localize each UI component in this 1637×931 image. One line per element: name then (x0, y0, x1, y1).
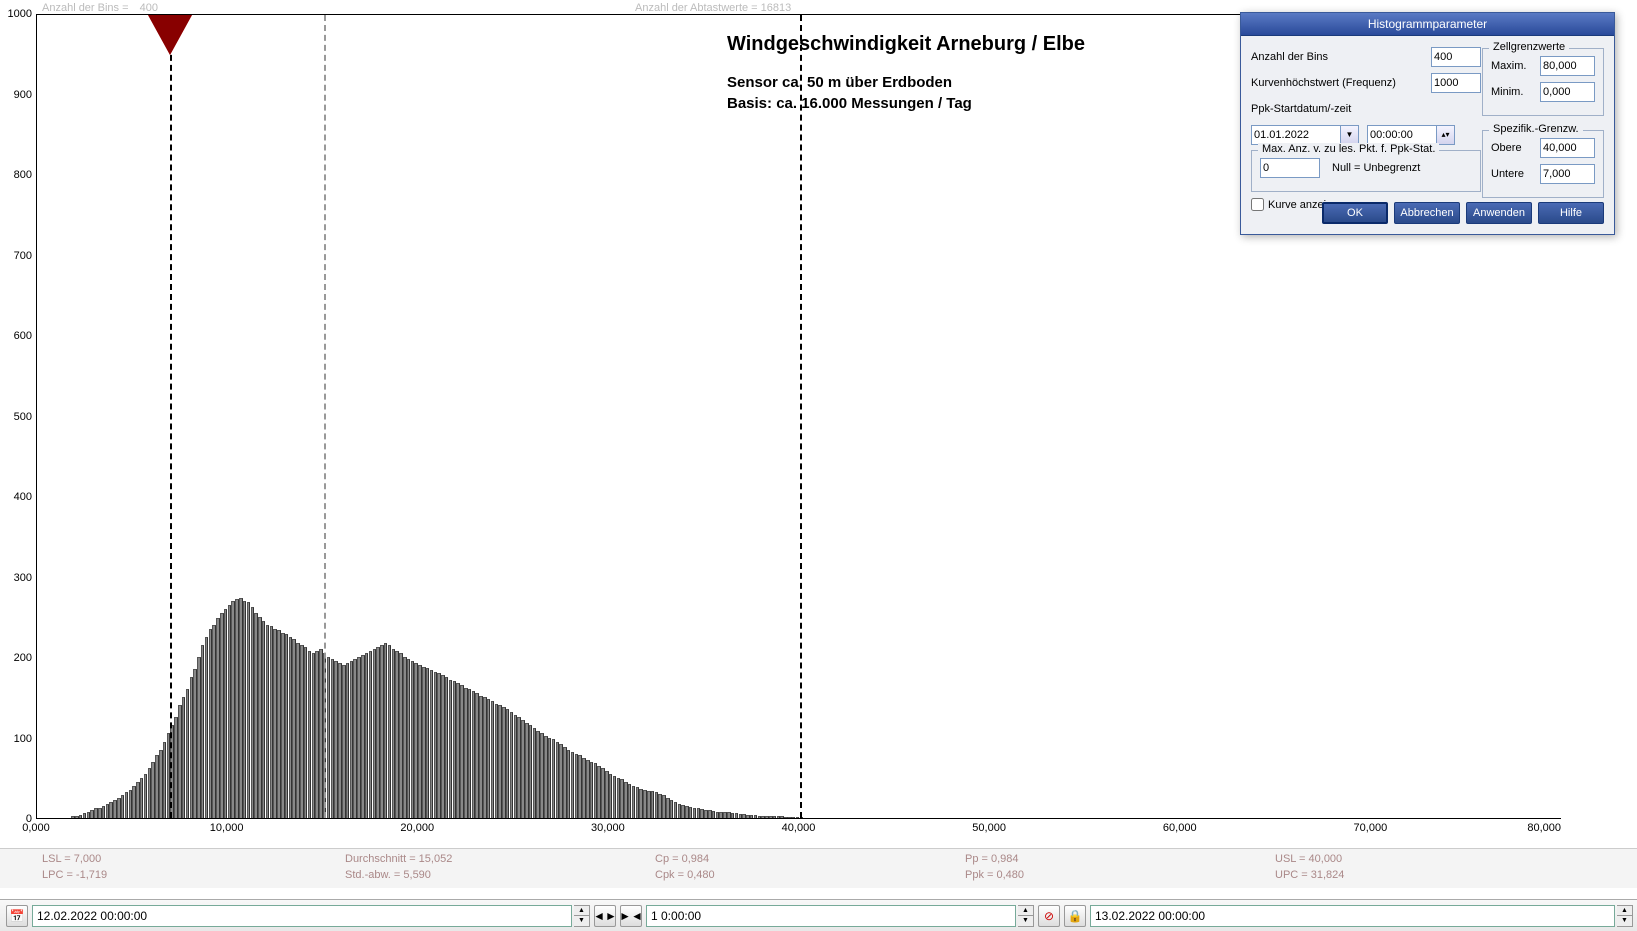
stat-pp: Pp = 0,984 (965, 853, 1019, 865)
x-tick-label: 20,000 (400, 822, 434, 834)
dropdown-icon[interactable]: ▼ (1341, 125, 1359, 145)
start-time-spinner[interactable]: ▲▼ (574, 905, 590, 927)
y-tick-label: 300 (14, 572, 32, 584)
duration-value: 1 0:00:00 (651, 909, 701, 923)
y-tick-label: 200 (14, 652, 32, 664)
y-tick-label: 500 (14, 411, 32, 423)
bins-info-value: 400 (140, 2, 158, 14)
histogram-params-dialog: Histogrammparameter Anzahl der Bins Kurv… (1240, 12, 1615, 235)
time-spinner-icon[interactable]: ▴▾ (1437, 125, 1455, 145)
bins-info: Anzahl der Bins = 400 (42, 2, 158, 14)
max-points-legend: Max. Anz. v. zu les. Pkt. f. Ppk-Stat. (1258, 143, 1439, 155)
chart-subtitle-1: Sensor ca. 50 m über Erdboden (727, 72, 1085, 93)
cell-limits-group: Zellgrenzwerte Maxim. Minim. (1482, 48, 1604, 116)
x-tick-label: 0,000 (22, 822, 50, 834)
spinner-up-icon[interactable]: ▲ (1018, 906, 1033, 917)
chart-title: Windgeschwindigkeit Arneburg / Elbe (727, 33, 1085, 56)
spinner-down-icon[interactable]: ▼ (1617, 916, 1632, 926)
help-button[interactable]: Hilfe (1538, 202, 1604, 224)
y-tick-label: 900 (14, 89, 32, 101)
cell-max-label: Maxim. (1491, 60, 1540, 72)
stat-std: Std.-abw. = 5,590 (345, 869, 431, 881)
spec-lower-label: Untere (1491, 168, 1540, 180)
stat-usl: USL = 40,000 (1275, 853, 1342, 865)
reference-line (800, 15, 802, 818)
max-points-group: Max. Anz. v. zu les. Pkt. f. Ppk-Stat. N… (1251, 150, 1481, 192)
max-points-input[interactable] (1260, 158, 1320, 178)
spec-upper-label: Obere (1491, 142, 1540, 154)
stats-bar: LSL = 7,000 LPC = -1,719 Durchschnitt = … (0, 848, 1637, 888)
start-time-value: 12.02.2022 00:00:00 (37, 909, 147, 923)
x-tick-label: 70,000 (1354, 822, 1388, 834)
y-tick-label: 700 (14, 250, 32, 262)
calendar-icon[interactable]: 📅 (6, 905, 28, 927)
stop-icon[interactable]: ⊘ (1038, 905, 1060, 927)
duration-input[interactable]: 1 0:00:00 (646, 905, 1016, 927)
end-time-value: 13.02.2022 00:00:00 (1095, 909, 1205, 923)
spinner-down-icon[interactable]: ▼ (1018, 916, 1033, 926)
stat-cp: Cp = 0,984 (655, 853, 709, 865)
cell-min-input[interactable] (1540, 82, 1595, 102)
spec-limits-legend: Spezifik.-Grenzw. (1489, 123, 1583, 135)
ymax-input[interactable] (1431, 73, 1481, 93)
y-tick-label: 800 (14, 169, 32, 181)
spec-lower-input[interactable] (1540, 164, 1595, 184)
show-curve-input[interactable] (1251, 198, 1264, 211)
time-toolbar: 📅 12.02.2022 00:00:00 ▲▼ ◄► ►◄ 1 0:00:00… (0, 899, 1637, 931)
cell-limits-legend: Zellgrenzwerte (1489, 41, 1569, 53)
chart-subtitle-2: Basis: ca. 16.000 Messungen / Tag (727, 93, 1085, 114)
stat-ppk: Ppk = 0,480 (965, 869, 1024, 881)
x-tick-label: 60,000 (1163, 822, 1197, 834)
bins-info-label: Anzahl der Bins = (42, 2, 129, 14)
shift-right-icon[interactable]: ►◄ (620, 905, 642, 927)
x-tick-label: 30,000 (591, 822, 625, 834)
spec-upper-input[interactable] (1540, 138, 1595, 158)
x-tick-label: 50,000 (972, 822, 1006, 834)
ppk-date-input[interactable] (1251, 125, 1341, 145)
shift-left-icon[interactable]: ◄► (594, 905, 616, 927)
cell-min-label: Minim. (1491, 86, 1540, 98)
lsl-marker-icon (148, 15, 192, 55)
ppk-time-input[interactable] (1367, 125, 1437, 145)
lock-icon[interactable]: 🔒 (1064, 905, 1086, 927)
cancel-button[interactable]: Abbrechen (1394, 202, 1460, 224)
y-axis: 01002003004005006007008009001000 (0, 14, 34, 819)
samples-info: Anzahl der Abtastwerte = 16813 (635, 2, 791, 14)
x-axis: 0,00010,00020,00030,00040,00050,00060,00… (36, 822, 1561, 842)
stat-upc: UPC = 31,824 (1275, 869, 1344, 881)
spinner-up-icon[interactable]: ▲ (1617, 906, 1632, 917)
stat-lpc: LPC = -1,719 (42, 869, 107, 881)
y-tick-label: 600 (14, 330, 32, 342)
x-tick-label: 40,000 (782, 822, 816, 834)
stat-cpk: Cpk = 0,480 (655, 869, 715, 881)
duration-spinner[interactable]: ▲▼ (1018, 905, 1034, 927)
x-tick-label: 80,000 (1527, 822, 1561, 834)
max-points-hint: Null = Unbegrenzt (1332, 162, 1420, 174)
bins-input[interactable] (1431, 47, 1481, 67)
dialog-title: Histogrammparameter (1241, 13, 1614, 36)
spec-limits-group: Spezifik.-Grenzw. Obere Untere (1482, 130, 1604, 198)
y-tick-label: 1000 (8, 8, 32, 20)
end-time-input[interactable]: 13.02.2022 00:00:00 (1090, 905, 1615, 927)
spinner-up-icon[interactable]: ▲ (574, 906, 589, 917)
end-time-spinner[interactable]: ▲▼ (1617, 905, 1633, 927)
x-tick-label: 10,000 (210, 822, 244, 834)
stat-avg: Durchschnitt = 15,052 (345, 853, 452, 865)
stat-lsl: LSL = 7,000 (42, 853, 101, 865)
y-tick-label: 100 (14, 733, 32, 745)
reference-line (324, 15, 326, 818)
apply-button[interactable]: Anwenden (1466, 202, 1532, 224)
ymax-label: Kurvenhöchstwert (Frequenz) (1251, 77, 1431, 89)
bins-label: Anzahl der Bins (1251, 51, 1431, 63)
ppk-date-label: Ppk-Startdatum/-zeit (1251, 103, 1481, 115)
spinner-down-icon[interactable]: ▼ (574, 916, 589, 926)
y-tick-label: 400 (14, 491, 32, 503)
reference-line (170, 15, 172, 818)
cell-max-input[interactable] (1540, 56, 1595, 76)
ok-button[interactable]: OK (1322, 202, 1388, 224)
chart-title-block: Windgeschwindigkeit Arneburg / Elbe Sens… (727, 33, 1085, 114)
start-time-input[interactable]: 12.02.2022 00:00:00 (32, 905, 572, 927)
